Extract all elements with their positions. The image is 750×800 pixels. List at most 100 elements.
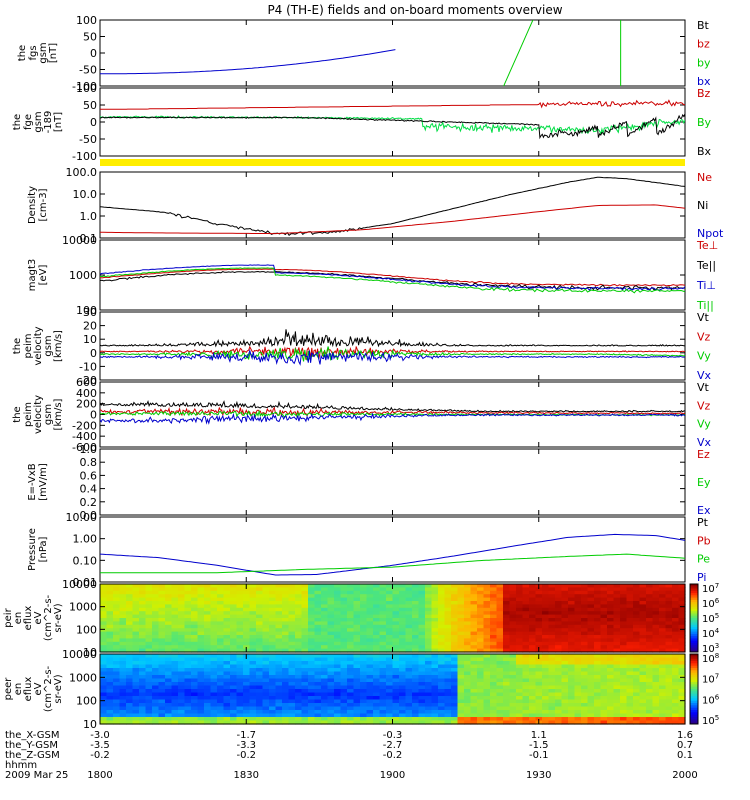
colorbar-cell — [690, 717, 698, 720]
spectrogram-cell — [444, 635, 452, 639]
spectrogram-cell — [158, 590, 166, 595]
spectrogram-cell — [412, 678, 420, 683]
spectrogram-cell — [386, 699, 394, 704]
spectrogram-cell — [672, 601, 680, 605]
spectrogram-cell — [535, 635, 543, 639]
spectrogram-cell — [145, 706, 153, 711]
spectrogram-cell — [548, 648, 556, 653]
spectrogram-cell — [568, 682, 576, 687]
spectrogram-cell — [529, 692, 537, 697]
spectrogram-cell — [321, 614, 329, 619]
spectrogram-cell — [191, 717, 199, 722]
spectrogram-cell — [308, 675, 316, 680]
spectrogram-cell — [561, 699, 569, 704]
spectrogram-cell — [412, 584, 420, 588]
spectrogram-cell — [503, 594, 511, 599]
spectrogram-cell — [672, 682, 680, 687]
spectrogram-cell — [542, 668, 550, 673]
spectrogram-cell — [282, 590, 290, 595]
spectrogram-cell — [373, 590, 381, 595]
spectrogram-cell — [282, 661, 290, 666]
y-tick-label: 0.6 — [80, 469, 98, 482]
spectrogram-cell — [542, 713, 550, 718]
spectrogram-cell — [392, 601, 400, 605]
spectrogram-cell — [386, 635, 394, 639]
spectrogram-cell — [288, 668, 296, 673]
spectrogram-cell — [145, 710, 153, 715]
spectrogram-cell — [464, 611, 472, 616]
spectrogram-cell — [171, 675, 179, 680]
spectrogram-cell — [548, 717, 556, 722]
spectrogram-cell — [587, 685, 595, 690]
spectrogram-cell — [613, 607, 621, 612]
spectrogram-cell — [639, 682, 647, 687]
spectrogram-cell — [496, 584, 504, 588]
spectrogram-cell — [100, 635, 108, 639]
spectrogram-cell — [191, 664, 199, 669]
spectrogram-cell — [652, 645, 660, 650]
spectrogram-cell — [652, 621, 660, 626]
spectrogram-cell — [301, 703, 309, 708]
spectrogram-cell — [418, 675, 426, 680]
spectrogram-cell — [496, 713, 504, 718]
spectrogram-cell — [269, 645, 277, 650]
spectrogram-cell — [217, 710, 225, 715]
spectrogram-cell — [600, 584, 608, 588]
spectrogram-cell — [425, 713, 433, 718]
spectrogram-cell — [555, 710, 563, 715]
spectrogram-cell — [516, 682, 524, 687]
spectrogram-cell — [548, 611, 556, 616]
spectrogram-cell — [399, 678, 407, 683]
spectrogram-cell — [672, 699, 680, 704]
spectrogram-cell — [288, 597, 296, 602]
y-tick-label: 100 — [76, 82, 97, 95]
spectrogram-cell — [613, 720, 621, 725]
colorbar-cell — [690, 663, 698, 667]
spectrogram-cell — [204, 594, 212, 599]
spectrogram-cell — [581, 682, 589, 687]
y-tick-label: 100 — [76, 14, 97, 27]
spectrogram-cell — [210, 601, 218, 605]
spectrogram-cell — [321, 618, 329, 622]
spectrogram-cell — [399, 661, 407, 666]
spectrogram-cell — [405, 624, 413, 629]
spectrogram-cell — [613, 692, 621, 697]
spectrogram-cell — [334, 685, 342, 690]
spectrogram-cell — [223, 584, 231, 588]
spectrogram-cell — [483, 638, 491, 643]
spectrogram-cell — [529, 710, 537, 715]
spectrogram-cell — [152, 587, 160, 592]
spectrogram-cell — [399, 703, 407, 708]
spectrogram-cell — [379, 584, 387, 588]
spectrogram-cell — [347, 706, 355, 711]
spectrogram-cell — [587, 635, 595, 639]
spectrogram-cell — [366, 601, 374, 605]
spectrogram-cell — [126, 685, 134, 690]
spectrogram-cell — [568, 710, 576, 715]
spectrogram-cell — [204, 604, 212, 609]
spectrogram-cell — [568, 621, 576, 626]
spectrogram-cell — [223, 604, 231, 609]
spectrogram-cell — [600, 703, 608, 708]
spectrogram-cell — [217, 604, 225, 609]
spectrogram-cell — [522, 675, 530, 680]
spectrogram-cell — [626, 706, 634, 711]
spectrogram-cell — [334, 678, 342, 683]
spectrogram-cell — [542, 590, 550, 595]
spectrogram-cell — [158, 689, 166, 694]
spectrogram-cell — [217, 648, 225, 653]
spectrogram-cell — [191, 587, 199, 592]
colorbar-label: 107 — [702, 673, 719, 686]
spectrogram-cell — [106, 607, 114, 612]
spectrogram-cell — [126, 601, 134, 605]
spectrogram-cell — [321, 717, 329, 722]
spectrogram-cell — [594, 696, 602, 701]
spectrogram-cell — [412, 720, 420, 725]
spectrogram-cell — [217, 601, 225, 605]
y-axis-label-line: Pressure — [27, 528, 38, 571]
spectrogram-cell — [405, 661, 413, 666]
spectrogram-cell — [412, 590, 420, 595]
spectrogram-cell — [613, 638, 621, 643]
spectrogram-cell — [613, 678, 621, 683]
spectrogram-cell — [516, 648, 524, 653]
